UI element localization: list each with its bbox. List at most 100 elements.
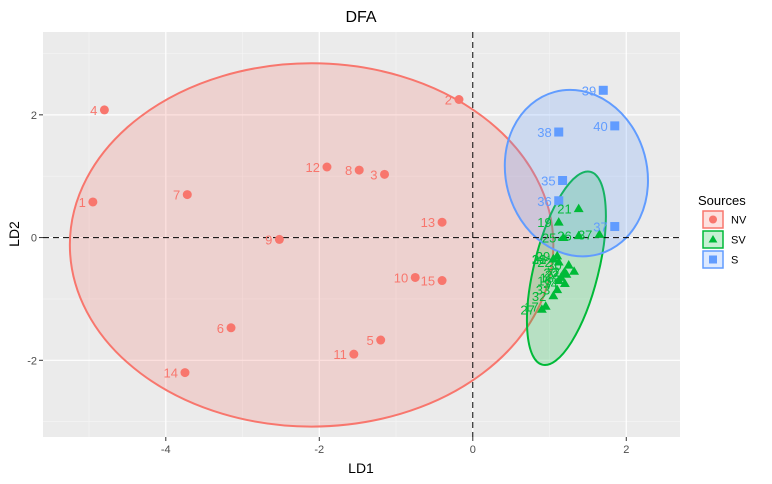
point-label-33: 33 <box>536 283 550 298</box>
point-s-37 <box>610 222 620 232</box>
point-sv-32 <box>548 290 559 300</box>
x-tick-label: 0 <box>470 444 476 456</box>
point-label-39: 39 <box>582 83 596 98</box>
point-nv-6 <box>226 323 236 333</box>
point-label-15: 15 <box>421 274 435 289</box>
point-nv-13 <box>437 217 447 227</box>
legend-marker-nv <box>709 215 717 224</box>
point-label-21: 21 <box>557 202 571 217</box>
point-label-23: 23 <box>545 267 559 282</box>
point-label-40: 40 <box>593 119 607 134</box>
point-nv-9 <box>274 234 284 244</box>
point-nv-12 <box>322 162 332 172</box>
point-label-37: 37 <box>593 220 607 235</box>
point-label-38: 38 <box>537 125 551 140</box>
minor-gridlines <box>43 32 680 437</box>
point-label-36: 36 <box>537 194 551 209</box>
legend-marker-s <box>709 255 717 264</box>
x-tick-label: 2 <box>623 444 629 456</box>
point-label-32: 32 <box>532 289 546 304</box>
legend-title: Sources <box>698 193 746 208</box>
point-sv-23 <box>561 269 572 278</box>
point-sv-34 <box>559 278 570 288</box>
point-label-37: 37 <box>578 228 592 243</box>
point-label-31: 31 <box>532 252 546 267</box>
point-sv-26 <box>573 230 584 240</box>
legend: Sources NV SV S <box>698 193 747 269</box>
point-sv-19 <box>553 217 564 226</box>
point-label-17: 17 <box>524 299 538 314</box>
point-sv-31 <box>548 253 559 263</box>
x-axis-title: LD1 <box>348 460 374 476</box>
point-label-5: 5 <box>366 333 373 348</box>
point-s-38 <box>554 127 564 137</box>
point-sv-37 <box>594 229 605 238</box>
point-label-34: 34 <box>543 277 557 292</box>
point-label-20: 20 <box>543 266 557 281</box>
point-label-35: 35 <box>541 174 555 189</box>
confidence-ellipses <box>68 62 649 428</box>
point-nv-15 <box>437 276 447 286</box>
point-label-3: 3 <box>370 167 377 182</box>
plot-panel <box>43 32 680 437</box>
point-nv-14 <box>180 368 190 378</box>
point-sv-25 <box>558 232 569 241</box>
point-sv-30 <box>563 260 574 269</box>
point-label-28: 28 <box>532 252 546 267</box>
x-tick-label: -2 <box>314 444 324 456</box>
point-s-39 <box>598 85 608 95</box>
point-nv-7 <box>182 190 192 200</box>
data-points <box>88 85 620 378</box>
chart-title: DFA <box>345 9 376 26</box>
ellipse-nv <box>68 62 555 428</box>
point-label-25: 25 <box>542 231 556 246</box>
point-label-22: 22 <box>537 255 551 270</box>
x-tick-label: -4 <box>161 444 171 456</box>
y-tick-label: 2 <box>31 110 37 122</box>
point-sv-18 <box>556 272 566 281</box>
point-label-7: 7 <box>173 188 180 203</box>
point-nv-1 <box>88 197 98 207</box>
point-sv-21 <box>573 203 584 213</box>
y-axis-ticks: -2 0 2 <box>27 110 43 367</box>
y-tick-label: -2 <box>27 355 37 367</box>
point-label-29: 29 <box>536 249 550 264</box>
point-label-19: 19 <box>537 215 551 230</box>
y-axis-title: LD2 <box>6 221 22 247</box>
point-s-36 <box>554 196 564 206</box>
y-tick-label: 0 <box>31 233 37 245</box>
point-label-12: 12 <box>305 160 319 175</box>
point-nv-5 <box>376 335 386 345</box>
point-label-4: 4 <box>90 103 97 118</box>
x-axis-ticks: -4 -2 0 2 <box>161 437 629 456</box>
point-label-13: 13 <box>421 215 435 230</box>
legend-marker-sv <box>708 234 718 243</box>
point-label-24: 24 <box>553 264 567 279</box>
point-label-6: 6 <box>217 321 224 336</box>
point-sv-24 <box>569 266 580 275</box>
point-label-2: 2 <box>445 93 452 108</box>
point-nv-11 <box>349 349 359 359</box>
point-label-10: 10 <box>394 270 408 285</box>
point-nv-2 <box>454 95 464 104</box>
point-label-9: 9 <box>265 232 272 247</box>
point-label-26: 26 <box>557 229 571 244</box>
legend-label-sv: SV <box>731 235 746 247</box>
point-label-11: 11 <box>333 347 347 362</box>
point-label-1: 1 <box>79 195 86 210</box>
point-nv-8 <box>354 165 364 175</box>
point-label-8: 8 <box>345 163 352 178</box>
point-sv-33 <box>552 284 563 294</box>
point-sv-22 <box>553 256 564 266</box>
point-label-30: 30 <box>547 258 561 273</box>
point-label-14: 14 <box>164 366 178 381</box>
point-nv-4 <box>99 105 109 115</box>
point-s-40 <box>610 121 620 131</box>
point-s-35 <box>558 176 568 185</box>
point-sv-27 <box>536 304 547 313</box>
point-label-18: 18 <box>540 270 554 285</box>
point-nv-3 <box>380 169 390 179</box>
point-nv-10 <box>410 272 420 282</box>
